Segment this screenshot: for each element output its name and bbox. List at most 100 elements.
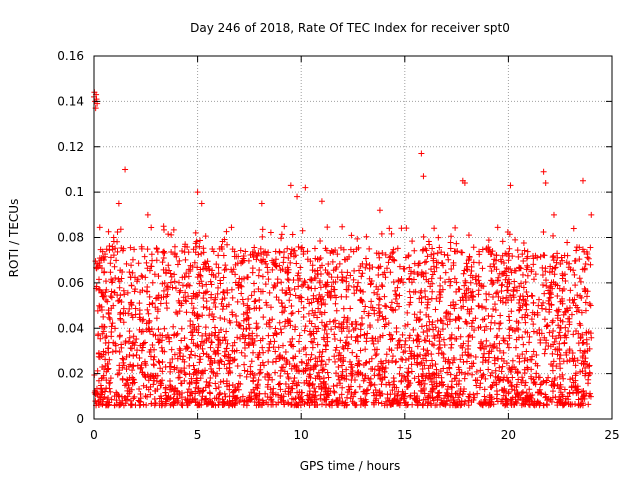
- data-point: [519, 351, 526, 358]
- data-point: [324, 388, 331, 395]
- data-point: [557, 334, 564, 341]
- data-point: [530, 348, 537, 355]
- data-point: [470, 293, 477, 300]
- data-point: [367, 375, 374, 382]
- data-point: [519, 302, 526, 309]
- data-point: [499, 281, 506, 288]
- data-point: [108, 396, 115, 403]
- data-point: [293, 364, 300, 371]
- data-point: [334, 251, 341, 258]
- data-point: [151, 271, 158, 278]
- data-point: [406, 288, 413, 295]
- data-point: [153, 246, 160, 253]
- data-point: [585, 255, 592, 262]
- data-point: [535, 389, 542, 396]
- data-point: [406, 332, 413, 339]
- data-point: [423, 322, 430, 329]
- data-point: [299, 389, 306, 396]
- data-point: [284, 245, 291, 252]
- data-point: [439, 260, 446, 267]
- data-point: [209, 246, 216, 253]
- data-point: [349, 372, 356, 379]
- data-point: [333, 307, 340, 314]
- data-point: [378, 282, 385, 289]
- data-point: [282, 388, 289, 395]
- data-point: [330, 249, 337, 256]
- data-point: [238, 290, 245, 297]
- data-point: [266, 323, 273, 330]
- data-point: [576, 256, 583, 263]
- data-point: [552, 264, 559, 271]
- data-point: [447, 245, 454, 252]
- data-point: [194, 264, 201, 271]
- data-point: [472, 354, 479, 361]
- data-point: [454, 248, 461, 255]
- data-point: [394, 284, 401, 291]
- data-point: [342, 399, 349, 406]
- data-point: [149, 342, 156, 349]
- data-point: [417, 289, 424, 296]
- data-point: [223, 328, 230, 335]
- data-point: [243, 325, 250, 332]
- data-point: [532, 381, 539, 388]
- data-point: [587, 393, 594, 400]
- data-point: [508, 402, 515, 409]
- data-point: [583, 248, 590, 255]
- data-point: [368, 355, 375, 362]
- data-point: [208, 365, 215, 372]
- data-point: [296, 332, 303, 339]
- data-point: [195, 323, 202, 330]
- data-point: [250, 349, 257, 356]
- data-point: [444, 391, 451, 398]
- data-point: [117, 311, 124, 318]
- data-point: [190, 305, 197, 312]
- data-point: [431, 225, 438, 232]
- data-point: [382, 357, 389, 364]
- data-point: [127, 345, 134, 352]
- data-point: [202, 233, 209, 240]
- data-point: [427, 362, 434, 369]
- data-point: [150, 381, 157, 388]
- data-point: [511, 363, 518, 370]
- data-point: [310, 312, 317, 319]
- data-point: [238, 283, 245, 290]
- data-point: [111, 263, 118, 270]
- data-point: [223, 345, 230, 352]
- data-point: [387, 269, 394, 276]
- data-point: [100, 351, 107, 358]
- data-point: [470, 244, 477, 251]
- data-point: [97, 335, 104, 342]
- data-point: [421, 362, 428, 369]
- data-point: [293, 402, 300, 409]
- data-point: [263, 252, 270, 259]
- data-point: [328, 274, 335, 281]
- data-point: [506, 326, 513, 333]
- data-point: [138, 272, 145, 279]
- data-point: [582, 299, 589, 306]
- data-point: [502, 401, 509, 408]
- data-point: [223, 365, 230, 372]
- data-point: [206, 312, 213, 319]
- data-point: [175, 279, 182, 286]
- data-point: [523, 301, 530, 308]
- data-point: [544, 322, 551, 329]
- data-point: [280, 308, 287, 315]
- data-point: [357, 332, 364, 339]
- data-point: [161, 280, 168, 287]
- data-point: [206, 382, 213, 389]
- data-point: [101, 269, 108, 276]
- data-point: [546, 329, 553, 336]
- data-point: [467, 272, 474, 279]
- data-point: [157, 300, 164, 307]
- data-point: [95, 332, 102, 339]
- data-point: [358, 273, 365, 280]
- data-point: [442, 279, 449, 286]
- data-point: [125, 382, 132, 389]
- data-point: [579, 368, 586, 375]
- data-point: [300, 314, 307, 321]
- data-point: [240, 317, 247, 324]
- data-point: [112, 245, 119, 252]
- data-point: [548, 279, 555, 286]
- data-point: [200, 350, 207, 357]
- data-point: [470, 259, 477, 266]
